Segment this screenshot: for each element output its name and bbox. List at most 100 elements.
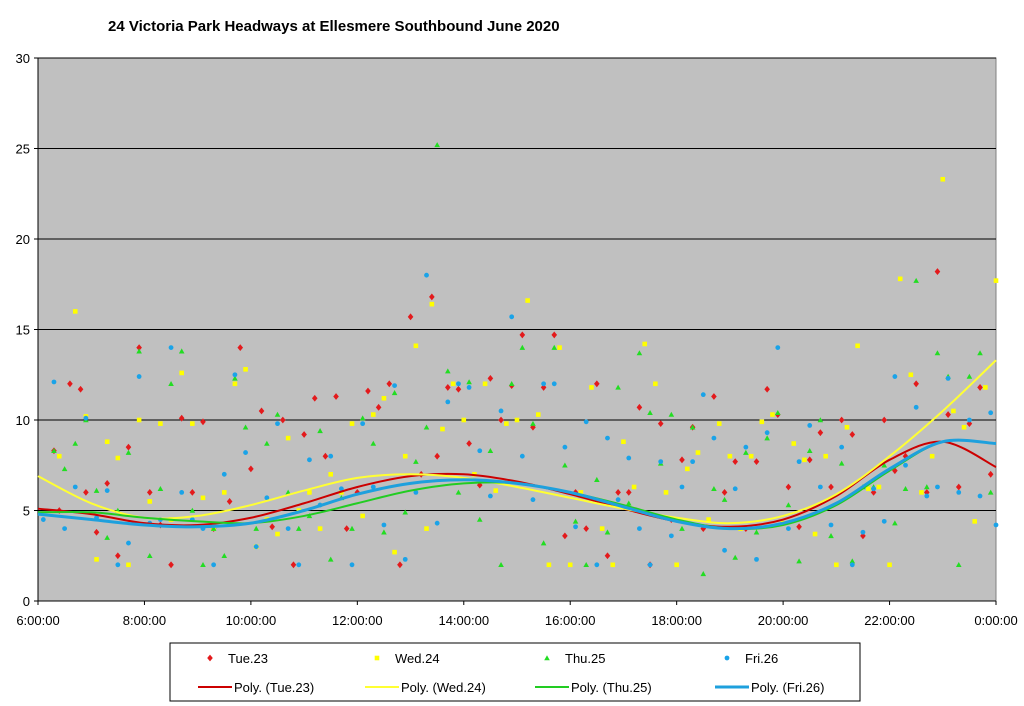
data-point xyxy=(487,374,494,382)
data-point xyxy=(711,435,717,441)
data-point xyxy=(604,552,611,560)
data-point xyxy=(370,440,377,446)
data-point xyxy=(796,558,802,564)
data-point xyxy=(621,439,626,445)
data-point xyxy=(115,455,121,461)
y-tick-label: 30 xyxy=(16,51,30,66)
data-point xyxy=(375,403,382,411)
data-point xyxy=(440,426,445,432)
data-point xyxy=(242,424,249,430)
data-point xyxy=(381,395,387,401)
data-point xyxy=(902,485,909,492)
data-point xyxy=(93,487,100,493)
data-point xyxy=(115,562,121,568)
data-point xyxy=(285,489,291,495)
data-point xyxy=(934,268,941,275)
data-point xyxy=(466,440,472,447)
data-point xyxy=(668,411,675,417)
data-point xyxy=(456,381,461,387)
data-point xyxy=(615,489,621,496)
data-point xyxy=(626,455,632,461)
data-point xyxy=(349,525,355,531)
data-point xyxy=(993,522,999,528)
data-point xyxy=(434,452,440,460)
data-point xyxy=(402,453,408,459)
data-point xyxy=(322,452,329,460)
data-point xyxy=(823,453,828,459)
data-point xyxy=(243,450,248,455)
data-point xyxy=(274,411,281,417)
data-point xyxy=(685,466,690,472)
data-point xyxy=(466,385,472,390)
data-point xyxy=(716,421,722,426)
data-point xyxy=(855,343,860,349)
data-point xyxy=(391,390,398,396)
data-point xyxy=(275,531,280,537)
scatter-points xyxy=(40,142,999,577)
data-point xyxy=(264,440,270,446)
x-tick-label: 20:00:00 xyxy=(758,613,809,628)
data-point xyxy=(897,276,903,282)
data-point xyxy=(508,381,515,387)
data-point xyxy=(551,331,558,339)
data-point xyxy=(397,561,403,569)
data-point xyxy=(924,493,930,499)
data-point xyxy=(828,522,834,528)
data-point xyxy=(530,497,536,503)
data-point xyxy=(317,428,323,434)
data-point xyxy=(605,435,610,441)
data-point xyxy=(657,420,664,428)
data-point xyxy=(487,447,494,454)
data-point xyxy=(392,383,397,389)
data-point xyxy=(806,456,813,464)
data-point xyxy=(551,381,557,387)
data-point xyxy=(881,518,887,524)
data-point xyxy=(381,529,387,535)
data-point xyxy=(849,431,856,438)
data-point xyxy=(802,457,807,463)
data-point xyxy=(434,520,440,526)
data-point xyxy=(663,490,669,495)
data-point xyxy=(903,462,908,468)
data-point xyxy=(386,380,393,388)
data-point xyxy=(482,381,488,387)
data-point xyxy=(711,485,717,492)
data-point xyxy=(296,562,302,568)
data-point xyxy=(146,552,153,558)
legend-marker xyxy=(374,655,380,661)
data-point xyxy=(210,525,217,531)
data-point xyxy=(237,344,244,351)
data-point xyxy=(929,453,935,459)
data-point xyxy=(551,344,558,350)
data-point xyxy=(924,484,930,490)
data-point xyxy=(498,416,504,424)
data-point xyxy=(200,418,206,426)
data-point xyxy=(636,350,643,356)
data-point xyxy=(934,350,941,356)
x-tick-label: 12:00:00 xyxy=(332,613,383,628)
data-point xyxy=(200,562,206,568)
legend-label: Fri.26 xyxy=(745,651,778,666)
data-point xyxy=(519,331,526,339)
data-point xyxy=(72,309,78,314)
data-point xyxy=(700,571,707,577)
data-point xyxy=(178,414,185,422)
data-point xyxy=(445,399,451,405)
data-point xyxy=(51,447,57,454)
data-point xyxy=(951,408,956,414)
data-point xyxy=(987,489,994,495)
data-point xyxy=(828,483,834,491)
x-tick-label: 10:00:00 xyxy=(226,613,277,628)
data-point xyxy=(104,479,110,487)
data-point xyxy=(817,429,824,437)
data-point xyxy=(993,278,999,283)
data-point xyxy=(966,373,973,379)
data-point xyxy=(759,419,765,425)
data-point xyxy=(770,412,775,417)
y-tick-label: 15 xyxy=(16,323,30,338)
legend: Tue.23 Wed.24 Thu.25 Fri.26 Poly. (Tue.23) Po… xyxy=(169,642,861,702)
data-point xyxy=(493,488,499,493)
data-point xyxy=(179,370,184,376)
y-tick-label: 10 xyxy=(16,413,30,428)
data-point xyxy=(311,394,318,402)
